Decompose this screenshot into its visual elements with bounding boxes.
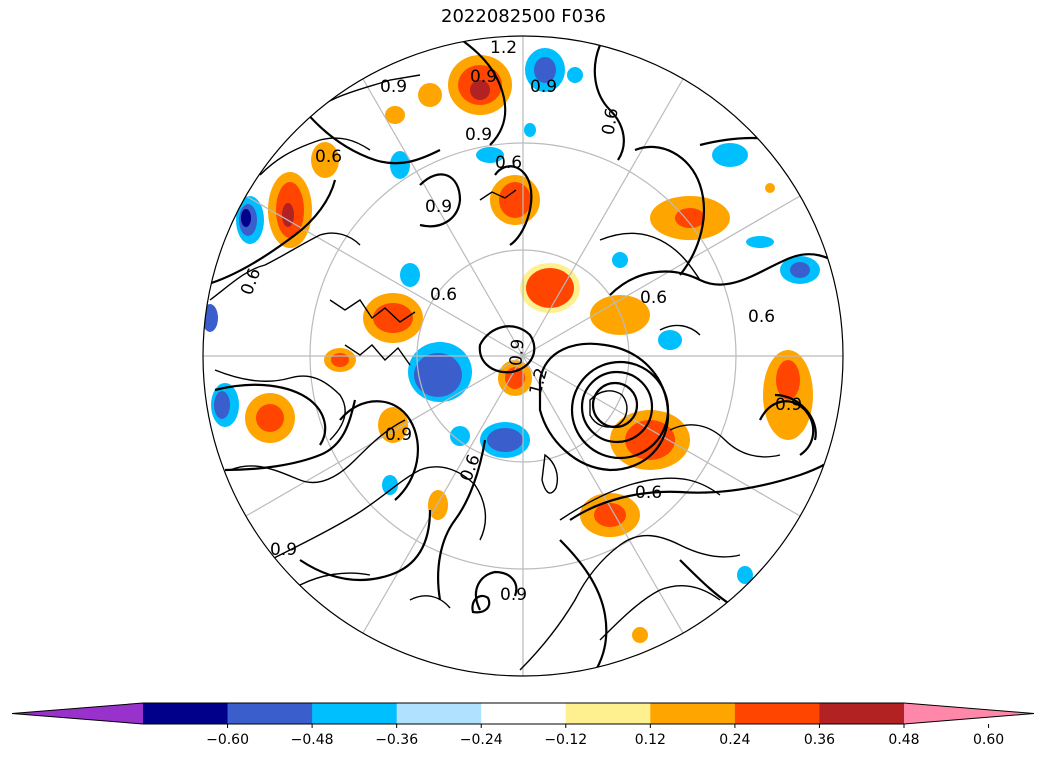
colorbar-segment bbox=[565, 703, 651, 724]
colorbar-segment bbox=[227, 703, 313, 724]
contour-label: 0.9 bbox=[465, 125, 492, 145]
contour-label: 1.2 bbox=[490, 38, 517, 58]
contour-label: 0.9 bbox=[470, 67, 497, 87]
colorbar-tick-label: 0.48 bbox=[888, 732, 919, 748]
colorbar-tick-label: −0.36 bbox=[375, 732, 418, 748]
negative-anomaly-shading bbox=[203, 48, 820, 584]
colorbar-outline bbox=[11, 702, 1035, 725]
colorbar-tick-label: −0.24 bbox=[460, 732, 503, 748]
height-contours bbox=[204, 36, 843, 676]
colorbar-tick-label: 0.12 bbox=[635, 732, 666, 748]
colorbar-segment bbox=[396, 703, 482, 724]
colorbar-tick-label: 0.36 bbox=[804, 732, 835, 748]
contour-label: 0.9 bbox=[775, 395, 802, 415]
plot-title: 2022082500 F036 bbox=[441, 6, 606, 27]
colorbar-tick-label: 0.24 bbox=[719, 732, 750, 748]
colorbar-segment bbox=[650, 703, 736, 724]
colorbar-tick-label: −0.12 bbox=[544, 732, 587, 748]
contour-label: 0.9 bbox=[270, 540, 297, 560]
colorbar-segment bbox=[312, 703, 398, 724]
colorbar-segment bbox=[481, 703, 567, 724]
contour-labels: 1.2 0.9 0.9 0.9 0.6 0.9 0.6 0.6 0.9 0.6 … bbox=[237, 38, 802, 605]
contour-label: 0.6 bbox=[430, 285, 457, 305]
positive-anomaly-shading bbox=[245, 55, 813, 643]
contour-label: 0.6 bbox=[598, 106, 622, 136]
colorbar-extend-high bbox=[904, 703, 1034, 724]
graticule bbox=[203, 36, 843, 676]
colorbar-segment bbox=[143, 703, 229, 724]
contour-label: 0.9 bbox=[425, 197, 452, 217]
contour-label: 0.9 bbox=[380, 77, 407, 97]
colorbar: −0.60 −0.48 −0.36 −0.24 −0.12 0.12 0.24 0.36 0.4… bbox=[11, 702, 1035, 748]
contour-label: 0.6 bbox=[495, 153, 522, 173]
colorbar-segment bbox=[819, 703, 905, 724]
contour-label: 0.9 bbox=[500, 585, 527, 605]
colorbar-tick-label: −0.60 bbox=[206, 732, 249, 748]
contour-label: 0.9 bbox=[385, 425, 412, 445]
colorbar-tick-label: −0.48 bbox=[291, 732, 334, 748]
contour-label: 0.9 bbox=[506, 338, 528, 367]
contour-label: 0.6 bbox=[635, 483, 662, 503]
contour-label: 0.6 bbox=[457, 452, 485, 484]
colorbar-tick-label: 0.60 bbox=[973, 732, 1004, 748]
contour-label: 0.6 bbox=[315, 147, 342, 167]
contour-label: 0.6 bbox=[640, 288, 667, 308]
contour-label: 0.9 bbox=[530, 77, 557, 97]
contour-label: 0.6 bbox=[748, 307, 775, 327]
colorbar-segment bbox=[734, 703, 820, 724]
colorbar-extend-low bbox=[12, 703, 143, 724]
map-boundary bbox=[202, 35, 844, 677]
